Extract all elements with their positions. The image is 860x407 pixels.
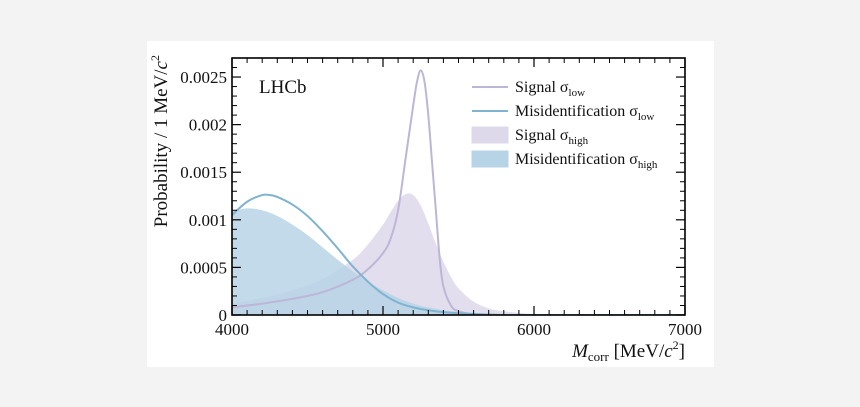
legend: Signal σlow Misidentification σlow Signal … <box>471 79 658 171</box>
y-axis-title-unit-c: c <box>151 60 172 69</box>
legend-label: Signal σhigh <box>515 127 589 147</box>
lhcb-label: LHCb <box>259 77 307 98</box>
x-axis-title-unit-pre: [MeV/ <box>609 341 665 362</box>
chart-svg: 4000 5000 6000 7000 0 0.0005 0.001 0.0015 0.002 0… <box>148 55 702 364</box>
y-tick-label: 0.0025 <box>180 68 227 87</box>
x-axis-title-unit-sup: 2 <box>673 338 679 352</box>
legend-label: Signal σlow <box>515 79 585 99</box>
x-axis-title-sub: corr <box>588 349 610 364</box>
y-tick-label: 0.0015 <box>180 163 227 182</box>
y-tick-label: 0.001 <box>189 211 227 230</box>
legend-item-misidentification-low: Misidentification σlow <box>472 103 654 123</box>
x-axis-title-unit-c: c <box>664 341 673 362</box>
y-axis-title-unit-sup: 2 <box>148 55 162 61</box>
legend-item-signal-low: Signal σlow <box>472 79 585 99</box>
y-axis-title: Probability / 1 MeV/c2 <box>148 55 172 227</box>
legend-item-misidentification-high: Misidentification σhigh <box>471 150 658 171</box>
y-tick-label: 0.002 <box>189 116 227 135</box>
y-tick-label: 0 <box>219 306 228 325</box>
x-tick-label: 4000 <box>215 320 249 339</box>
legend-label: Misidentification σhigh <box>515 151 658 171</box>
axis-ticks: 4000 5000 6000 7000 0 0.0005 0.001 0.0015 0.002 0… <box>180 57 702 339</box>
x-axis-title-main: M <box>571 341 589 362</box>
legend-label: Misidentification σlow <box>515 103 654 123</box>
legend-swatch <box>471 150 509 168</box>
y-axis-title-main: Probability / 1 MeV/ <box>151 69 172 228</box>
y-tick-label: 0.0005 <box>180 258 227 277</box>
chart-figure: 4000 5000 6000 7000 0 0.0005 0.001 0.0015 0.002 0… <box>147 41 714 367</box>
x-tick-label: 5000 <box>366 320 400 339</box>
x-axis-title-unit-post: ] <box>679 341 685 362</box>
series-misidentification-high <box>232 208 685 315</box>
legend-swatch <box>471 126 509 144</box>
x-axis-title: Mcorr [MeV/c2] <box>571 338 685 364</box>
legend-item-signal-high: Signal σhigh <box>471 126 589 147</box>
x-tick-label: 6000 <box>517 320 551 339</box>
x-tick-label: 7000 <box>668 320 702 339</box>
